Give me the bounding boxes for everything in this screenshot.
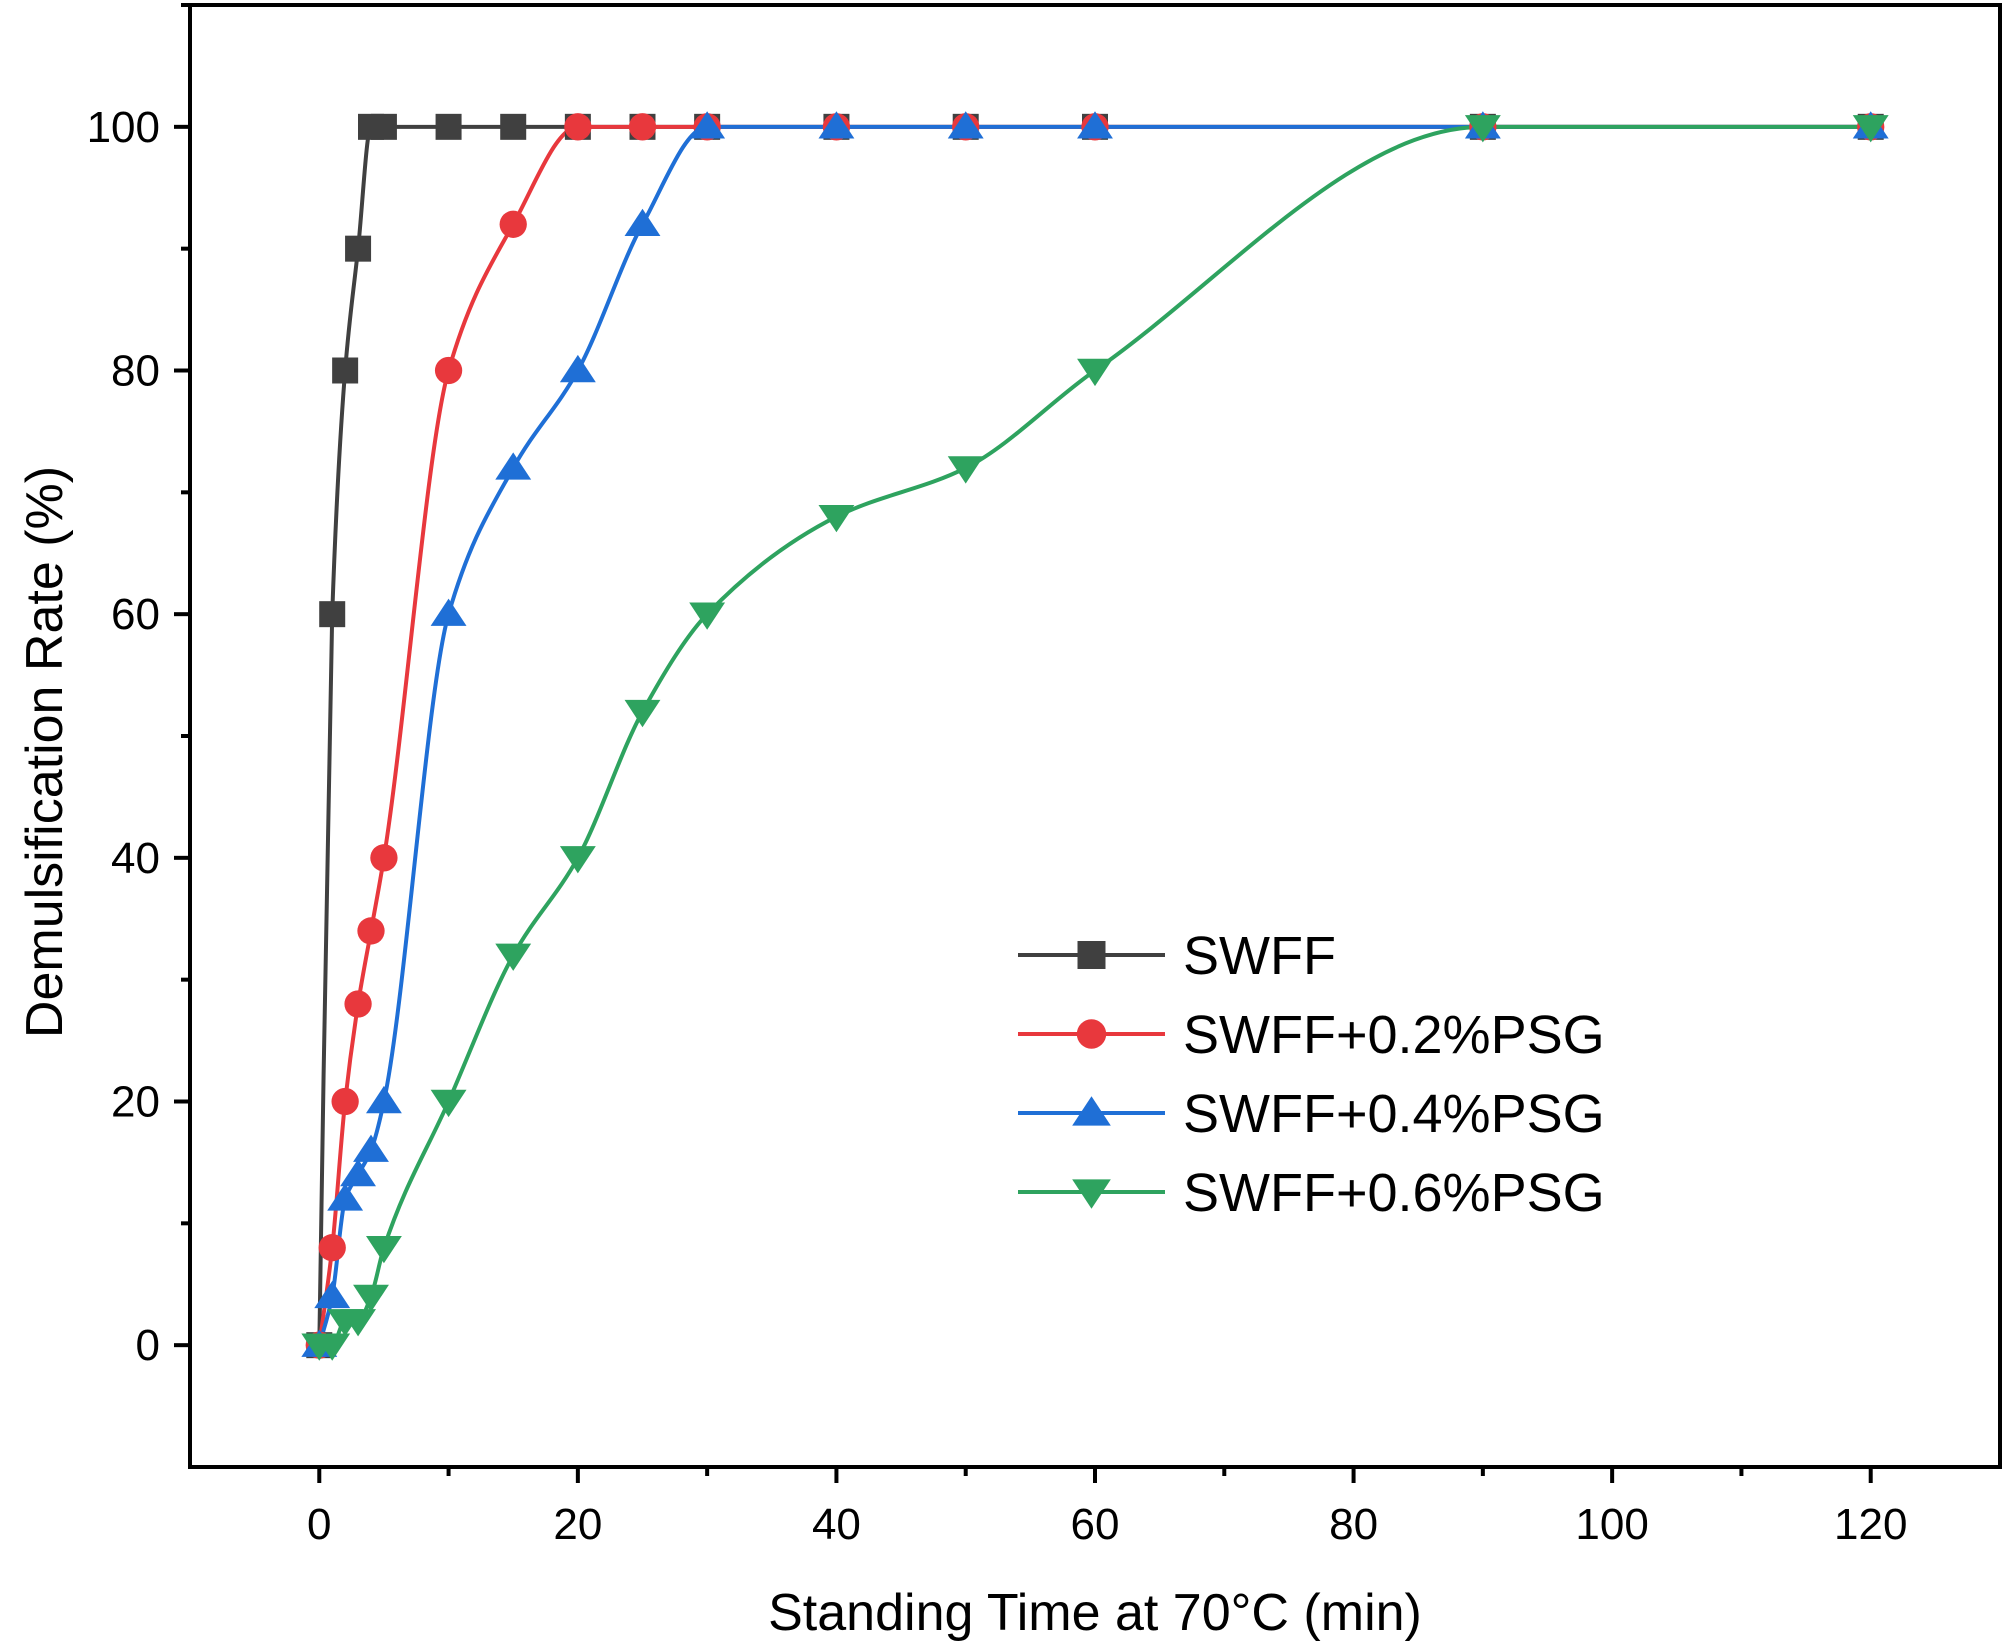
x-tick-label: 100 (1575, 1500, 1648, 1549)
x-tick-label: 40 (812, 1500, 861, 1549)
series-2-point (365, 1085, 402, 1114)
tick-labels: 0 20 40 60 80 100 120 0 20 40 60 80 100 (87, 103, 1908, 1549)
series-3-point (689, 602, 726, 630)
series-3-point (947, 456, 984, 484)
series-3-point (559, 846, 596, 874)
legend-label-0: SWFF (1183, 926, 1336, 986)
series-1-point (370, 844, 398, 872)
series-3-point (818, 505, 855, 533)
y-tick-label: 40 (111, 834, 160, 883)
series-3-point (430, 1089, 467, 1118)
series-2-point (495, 452, 532, 480)
series-markers (301, 111, 1889, 1361)
y-axis-title: Demulsification Rate (%) (16, 466, 74, 1038)
series-2-point (327, 1183, 364, 1211)
series-2-point (947, 111, 984, 139)
legend: SWFF SWFF+0.2%PSG SWFF+0.4%PSG SWFF+0.6%PSG (1018, 926, 1605, 1223)
legend-marker-3 (1072, 1179, 1111, 1209)
y-tick-label: 60 (111, 590, 160, 639)
series-1-point (331, 1087, 359, 1116)
series-3-point (340, 1309, 377, 1337)
series-2-line (317, 124, 1871, 1346)
series-1-point (318, 1234, 346, 1262)
series-1-point (434, 356, 463, 385)
series-0-point (345, 235, 372, 262)
legend-label-2: SWFF+0.4%PSG (1183, 1084, 1605, 1144)
series-0-point (435, 113, 462, 140)
x-tick-label: 80 (1329, 1500, 1378, 1549)
series-0-point (319, 601, 346, 628)
series-3-point (1852, 115, 1889, 143)
series-2-point (314, 1280, 351, 1309)
series-1-point (628, 113, 657, 141)
legend-label-3: SWFF+0.6%PSG (1183, 1163, 1605, 1223)
series-0-point (500, 113, 527, 140)
y-tick-label: 100 (87, 103, 160, 152)
x-tick-label: 60 (1071, 1500, 1120, 1549)
y-tick-label: 80 (111, 347, 160, 396)
series-3-point (353, 1284, 389, 1313)
legend-marker-0 (1077, 941, 1106, 969)
series-2-point (340, 1159, 377, 1187)
series-2-point (689, 111, 726, 139)
series-3-point (314, 1333, 351, 1361)
series-1-point (499, 210, 527, 238)
legend-marker-2 (1072, 1096, 1111, 1126)
legend-marker-1 (1076, 1019, 1107, 1049)
series-0-point (370, 113, 397, 140)
series-3-point (1077, 358, 1113, 387)
x-tick-label: 20 (553, 1500, 602, 1549)
series-2-point (1077, 111, 1113, 139)
series-2-point (624, 208, 661, 236)
series-3-point (365, 1236, 402, 1264)
y-tick-label: 0 (136, 1321, 160, 1370)
axis-ticks (174, 3, 1873, 1483)
x-tick-label: 0 (307, 1500, 331, 1549)
series-3-point (495, 943, 532, 971)
x-axis-title: Standing Time at 70°C (min) (768, 1584, 1422, 1642)
series-2-point (353, 1134, 389, 1162)
series-3-point (624, 699, 661, 728)
series-0-point (332, 357, 359, 384)
legend-label-1: SWFF+0.2%PSG (1183, 1005, 1605, 1065)
series-2-point (430, 598, 467, 626)
x-tick-label: 120 (1834, 1500, 1907, 1549)
series-1-point (344, 990, 372, 1018)
series-1-point (357, 917, 385, 945)
series-2-point (559, 354, 596, 383)
series-3-point (1464, 115, 1501, 143)
series-2-point (818, 111, 855, 139)
series-1-point (564, 113, 592, 141)
y-tick-label: 20 (111, 1078, 160, 1127)
